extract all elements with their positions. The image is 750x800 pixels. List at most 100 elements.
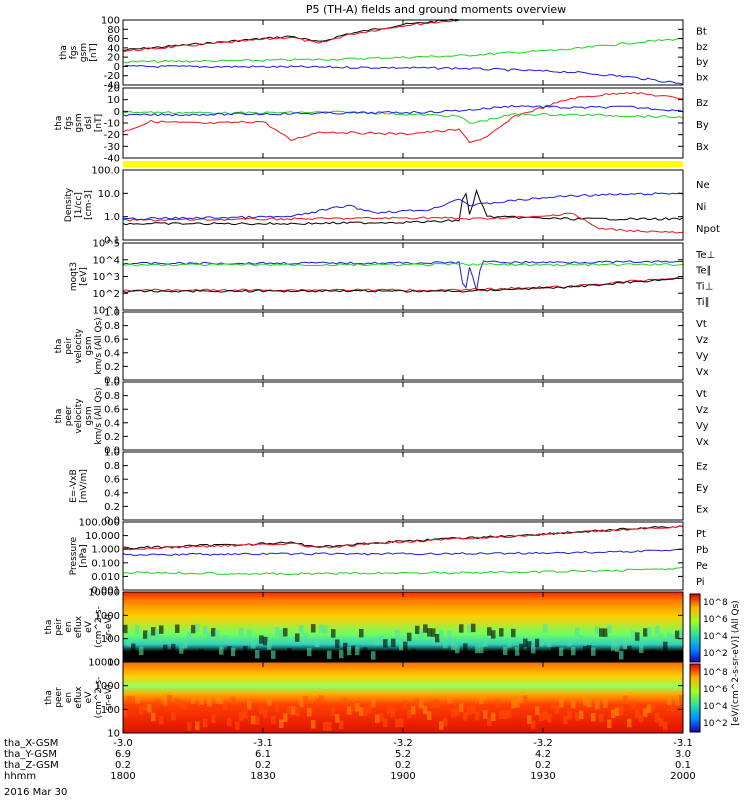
spectro-texture [563, 649, 568, 659]
legend-item: Pi [696, 577, 705, 588]
time-row-value: -3.1 [673, 738, 693, 749]
y-tick-label: 10000 [88, 588, 120, 599]
spectro-texture [203, 625, 208, 635]
spectro-texture [207, 632, 212, 641]
spectro-texture [655, 713, 660, 723]
spectro-texture [171, 643, 176, 653]
spectro-texture [639, 644, 644, 654]
spectro-texture [495, 698, 500, 708]
spectro-texture [423, 705, 428, 715]
spectro-texture [239, 627, 244, 637]
ylabel-line: [cm-3] [84, 190, 94, 220]
ylabel-line: peer [64, 405, 74, 426]
spectro-texture [367, 705, 372, 714]
spectro-texture [231, 696, 236, 706]
y-tick-label: 0.2 [104, 502, 120, 513]
spectro-texture [447, 630, 452, 640]
spectro-texture [135, 695, 140, 704]
ylabel-line: Density [64, 187, 74, 222]
y-tick-label: 1.0 [104, 308, 120, 319]
colorbar-upper [689, 593, 701, 663]
spectro-texture [327, 722, 332, 731]
y-tick-label: 1.000 [91, 545, 120, 556]
y-tick-label: 1000 [95, 681, 120, 692]
y-tick-label: 10^3 [93, 272, 120, 283]
legend-item: Ti⊥ [695, 281, 713, 292]
ylabel-line: km/s (All Qs) [94, 317, 104, 374]
spectro-texture [427, 711, 432, 720]
y-tick-label: -20 [104, 130, 120, 141]
spectro-texture [395, 629, 400, 639]
legend-item: Ex [696, 504, 708, 515]
spectro-texture [551, 700, 556, 709]
spectro-texture [407, 632, 412, 642]
time-row-value: -3.1 [253, 738, 273, 749]
spectro-texture [151, 627, 156, 636]
spectro-texture [679, 629, 684, 638]
spectro-texture [171, 711, 176, 721]
spectro-texture [379, 635, 384, 644]
spectro-texture [383, 718, 388, 727]
spectro-texture [591, 647, 596, 656]
ylabel-line: E=-VxB [69, 469, 79, 503]
spectro-texture [435, 698, 440, 708]
series-line [122, 18, 460, 53]
spectro-texture [211, 714, 216, 723]
spectro-texture [431, 699, 436, 709]
spectro-texture [479, 695, 484, 704]
colorbar-tick: 10^8 [703, 598, 728, 608]
spectro-texture [443, 717, 448, 727]
spectro-texture [255, 716, 260, 725]
spectro-texture [451, 641, 456, 651]
spectro-texture [583, 697, 588, 706]
time-row-value: 3.0 [675, 749, 691, 760]
spectro-texture [575, 627, 580, 636]
spectro-texture [527, 715, 532, 724]
spectro-texture [635, 709, 640, 719]
spectro-texture [199, 696, 204, 705]
series-line [122, 525, 684, 550]
spectro-texture [511, 699, 516, 709]
spectro-texture [535, 638, 540, 648]
ylabel-line: gsm [74, 113, 84, 132]
spectro-texture [443, 639, 448, 649]
spectro-texture [367, 650, 372, 659]
legend-item: By [696, 120, 709, 131]
spectro-texture [511, 628, 516, 638]
legend-item: Bz [696, 98, 708, 109]
spectro-texture [639, 713, 644, 723]
spectro-texture [643, 708, 648, 717]
spectro-texture [271, 650, 276, 659]
spectro-texture [419, 629, 424, 638]
spectro-texture [667, 696, 672, 705]
series-line [122, 262, 684, 267]
spectro-texture [263, 636, 268, 646]
time-axis-labels: tha_X-GSM -3.0 -3.1 -3.2 -3.2 -3.1 tha_Y-GSM 6.… [4, 738, 696, 782]
panel-pressure: Pressure [nPa]100.00010.0001.0000.1000.01… [69, 518, 708, 597]
y-tick-label: 100 [101, 634, 120, 645]
spectro-texture [635, 632, 640, 641]
ylabel-fgs_mag: tha fgs gsm [nT] [59, 43, 99, 62]
legend-item: Bt [696, 27, 707, 38]
legend-item: Vy [696, 351, 709, 362]
spectro-texture [651, 649, 656, 658]
spectro-texture [343, 642, 348, 652]
colorbar-tick: 10^4 [703, 702, 728, 712]
ylabel-line: [nT] [89, 43, 99, 61]
spectro-texture [603, 699, 608, 708]
spectro-texture [123, 707, 128, 717]
spectro-texture [535, 706, 540, 715]
time-row-value: 0.2 [395, 760, 411, 771]
ylabel-line: gsm [79, 43, 89, 62]
spectro-texture [515, 698, 520, 708]
panel-frame [122, 242, 684, 311]
legend-item: Ni [696, 202, 706, 213]
series-line [122, 91, 684, 143]
spectro-texture [567, 711, 572, 720]
spectro-texture [147, 704, 152, 713]
spectro-texture [431, 628, 436, 637]
spectro-texture [427, 628, 432, 637]
series-line [122, 275, 684, 292]
spectro-texture [203, 718, 208, 728]
